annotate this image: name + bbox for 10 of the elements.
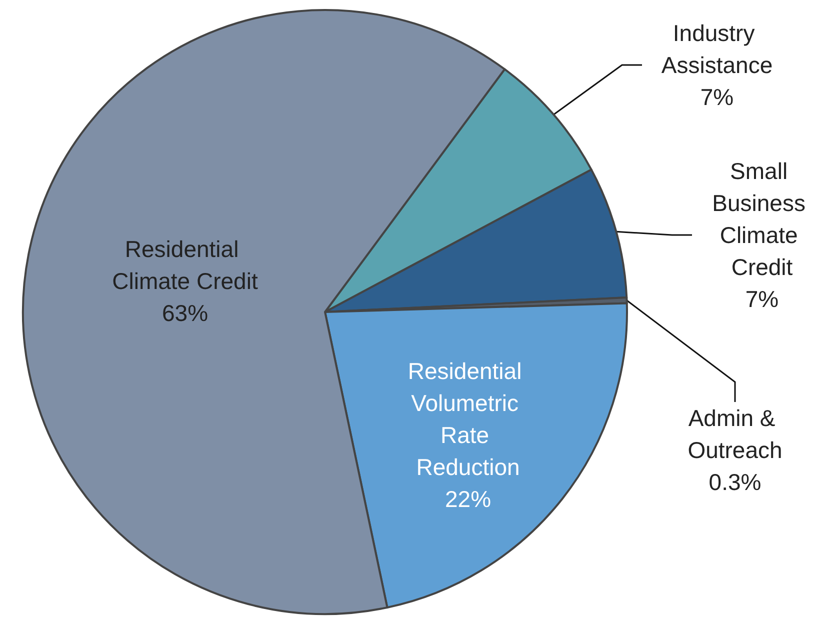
data-label: 7%: [700, 84, 734, 110]
data-label: 7%: [745, 286, 779, 312]
data-label: 63%: [162, 300, 208, 326]
slice-label: Residential Volumetric Rate Reduction: [408, 358, 528, 480]
slice-label: Industry Assistance: [661, 20, 773, 78]
slice-label: Admin & Outreach: [688, 405, 782, 463]
slice-label: Residential Climate Credit: [112, 236, 258, 294]
slice-label: Small Business Climate Credit: [712, 158, 812, 280]
data-label: 22%: [444, 486, 492, 512]
data-label: 0.3%: [708, 469, 762, 495]
